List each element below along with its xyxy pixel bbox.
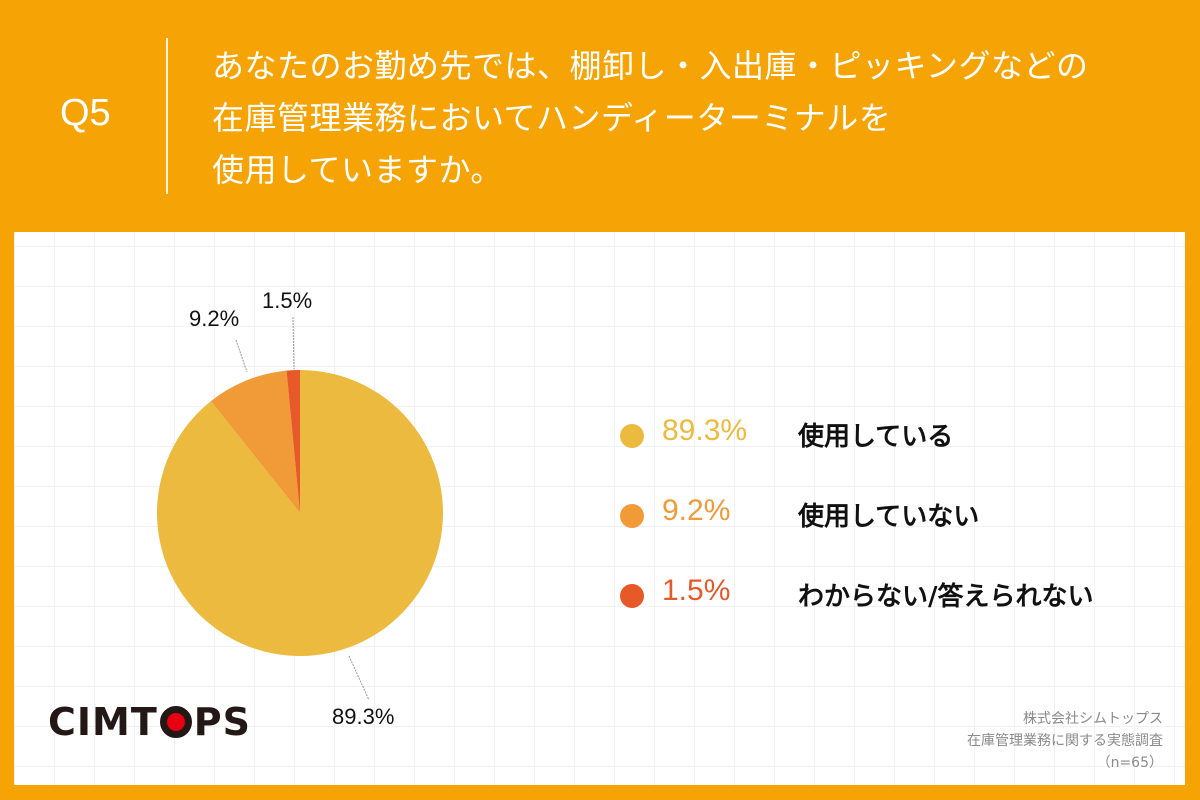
- pie-slice-not-used: [210, 370, 300, 513]
- source-note: 株式会社シムトップス 在庫管理業務に関する実態調査 （n=65）: [967, 708, 1163, 774]
- question-text: あなたのお勤め先では、棚卸し・入出庫・ピッキングなどの 在庫管理業務においてハン…: [212, 40, 1172, 196]
- question-number: Q5: [60, 92, 111, 134]
- legend-pct: 1.5%: [662, 574, 731, 607]
- legend-dot-icon: [620, 504, 644, 528]
- legend-item-used: 89.3% 使用している: [620, 412, 1180, 492]
- legend-pct: 89.3%: [662, 414, 748, 447]
- header: Q5 あなたのお勤め先では、棚卸し・入出庫・ピッキングなどの 在庫管理業務におい…: [0, 0, 1200, 232]
- pie-chart: [156, 316, 443, 701]
- legend-item-not-used: 9.2% 使用していない: [620, 492, 1180, 572]
- question-line-3: 使用していますか。: [212, 151, 503, 189]
- cimtops-logo: CIMT PS: [48, 700, 251, 744]
- slice-label-unknown: 1.5%: [262, 288, 313, 313]
- legend-dot-icon: [620, 424, 644, 448]
- leader-line: [292, 316, 295, 370]
- legend-label: わからない/答えられない: [798, 582, 1094, 612]
- source-sample-size: （n=65）: [1096, 755, 1163, 771]
- question-line-2: 在庫管理業務においてハンディーターミナルを: [212, 99, 892, 137]
- leader-line: [348, 655, 370, 701]
- chart-panel: 9.2% 1.5% 89.3% 89.3% 使用している 9.2% 使用していな…: [14, 232, 1185, 785]
- source-survey: 在庫管理業務に関する実態調査: [967, 733, 1163, 749]
- legend-label: 使用していない: [798, 502, 980, 532]
- slice-label-used: 89.3%: [332, 704, 395, 729]
- leader-line: [235, 339, 248, 373]
- legend-dot-icon: [620, 584, 644, 608]
- slice-label-not-used: 9.2%: [189, 306, 240, 331]
- source-company: 株式会社シムトップス: [1023, 711, 1163, 727]
- logo-text-right: PS: [193, 700, 251, 744]
- logo-o-circle-icon: [159, 706, 192, 738]
- header-divider: [166, 38, 168, 194]
- legend-item-unknown: 1.5% わからない/答えられない: [620, 572, 1180, 652]
- question-line-1: あなたのお勤め先では、棚卸し・入出庫・ピッキングなどの: [212, 47, 1089, 85]
- pie-slice-unknown: [286, 370, 300, 513]
- legend-pct: 9.2%: [662, 494, 731, 527]
- legend-label: 使用している: [798, 422, 954, 452]
- logo-text-left: CIMT: [48, 700, 158, 744]
- legend: 89.3% 使用している 9.2% 使用していない 1.5% わからない/答えら…: [620, 412, 1180, 652]
